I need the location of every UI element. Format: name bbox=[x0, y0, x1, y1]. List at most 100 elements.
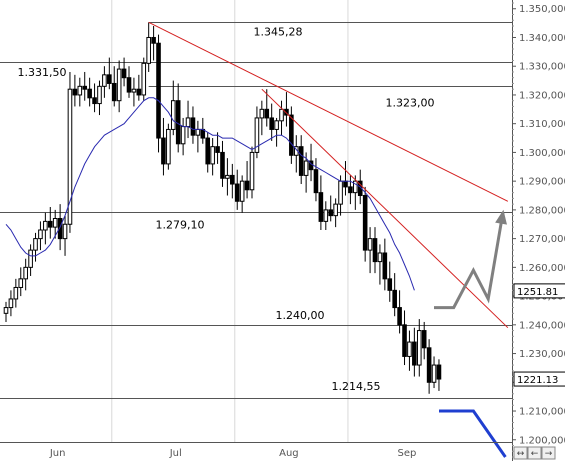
candle-body bbox=[431, 364, 437, 383]
trendline bbox=[148, 21, 509, 202]
candle-body bbox=[377, 252, 383, 263]
y-tick-label: 1.290,000 bbox=[519, 177, 565, 188]
candle bbox=[156, 34, 161, 153]
candle-body bbox=[195, 128, 201, 136]
candle bbox=[377, 244, 383, 285]
candle-body bbox=[416, 330, 422, 366]
candle bbox=[353, 175, 358, 210]
last-value-box: 1251.81 bbox=[513, 283, 565, 299]
candle-body bbox=[225, 174, 230, 179]
candle bbox=[87, 77, 92, 107]
x-tick-label: Jun bbox=[49, 448, 66, 459]
candle bbox=[343, 161, 348, 196]
candle bbox=[82, 71, 88, 101]
candle bbox=[111, 66, 117, 107]
scroll-left-icon: ← bbox=[531, 449, 539, 459]
trendline bbox=[261, 88, 509, 329]
candle bbox=[234, 169, 240, 210]
candle bbox=[244, 161, 250, 199]
candle bbox=[397, 290, 402, 334]
candle bbox=[62, 215, 68, 256]
candle bbox=[284, 92, 289, 127]
candle bbox=[274, 117, 279, 147]
candle bbox=[249, 146, 255, 199]
moving-average-line bbox=[5, 97, 415, 291]
candle-body bbox=[111, 82, 117, 102]
candle-body bbox=[387, 278, 393, 291]
candle-body bbox=[323, 209, 329, 222]
candle-body bbox=[234, 183, 240, 202]
candle-body bbox=[92, 97, 97, 105]
candle-body bbox=[136, 88, 142, 96]
y-tick-label: 1.280,000 bbox=[519, 205, 565, 216]
candle-body bbox=[3, 307, 9, 314]
candle bbox=[293, 135, 299, 173]
candle-body bbox=[264, 108, 270, 119]
scroll-left-button[interactable]: ← bbox=[527, 446, 542, 460]
candle bbox=[72, 74, 78, 107]
last-value-frame bbox=[513, 371, 565, 387]
candle bbox=[190, 106, 196, 144]
candle bbox=[33, 232, 38, 262]
candle-body bbox=[151, 36, 156, 44]
candle-body bbox=[269, 117, 274, 130]
candle bbox=[23, 258, 28, 291]
candle bbox=[348, 175, 353, 205]
y-tick-label: 1.240,000 bbox=[519, 320, 565, 331]
candle bbox=[175, 83, 181, 153]
candle-body bbox=[367, 238, 373, 251]
candle bbox=[225, 158, 230, 196]
candle bbox=[210, 138, 215, 176]
scroll-right-button[interactable]: → bbox=[541, 446, 556, 460]
candle bbox=[269, 103, 274, 141]
candle-body bbox=[210, 146, 215, 165]
candle-body bbox=[33, 238, 38, 251]
candle-body bbox=[421, 330, 427, 349]
candle bbox=[185, 100, 191, 139]
candle-body bbox=[107, 74, 112, 84]
y-tick-label: 1.230,000 bbox=[519, 349, 565, 360]
scroll-right-frame bbox=[541, 446, 556, 460]
candle-body bbox=[23, 266, 28, 280]
scroll-controls[interactable]: ↔ ← → bbox=[513, 446, 556, 460]
candle bbox=[200, 117, 206, 144]
x-tick-label: Sep bbox=[398, 448, 417, 459]
projection-up-path bbox=[434, 212, 505, 310]
last-value-boxes: 1251.81 1221.13 bbox=[513, 283, 565, 387]
candle-body bbox=[338, 180, 343, 205]
candle bbox=[151, 25, 156, 61]
zoom-fit-button[interactable]: ↔ bbox=[513, 446, 528, 460]
candle bbox=[131, 77, 137, 107]
candle bbox=[52, 209, 58, 239]
moving-average-series bbox=[5, 97, 415, 291]
candle-body bbox=[318, 192, 324, 222]
candle-body bbox=[141, 62, 147, 96]
candle-body bbox=[38, 229, 43, 240]
candle bbox=[362, 186, 368, 262]
candle bbox=[28, 244, 33, 276]
candle-body bbox=[313, 169, 319, 194]
candle-body bbox=[180, 126, 186, 145]
candle-body bbox=[412, 341, 417, 366]
candle-body bbox=[156, 42, 161, 139]
candle-body bbox=[284, 108, 289, 116]
candle bbox=[220, 140, 225, 187]
candle bbox=[161, 117, 166, 176]
candle-body bbox=[82, 85, 88, 90]
candle-body bbox=[131, 88, 137, 93]
projection-arrowhead bbox=[495, 209, 507, 225]
candle-body bbox=[397, 307, 402, 326]
trendlines bbox=[148, 21, 509, 329]
horizontal-levels: 1.345,28 1.331,50 1.323,00 1.279,10 1.240,00… bbox=[0, 22, 512, 399]
candle-body bbox=[62, 223, 68, 240]
candle bbox=[239, 175, 245, 213]
candle bbox=[318, 175, 324, 230]
candle bbox=[38, 221, 43, 251]
last-value-label: 1251.81 bbox=[517, 287, 558, 298]
candle bbox=[426, 339, 432, 394]
candle bbox=[416, 319, 422, 377]
x-tick-label: Jul bbox=[169, 448, 182, 459]
candle-body bbox=[402, 324, 407, 357]
candle-body bbox=[57, 218, 63, 240]
